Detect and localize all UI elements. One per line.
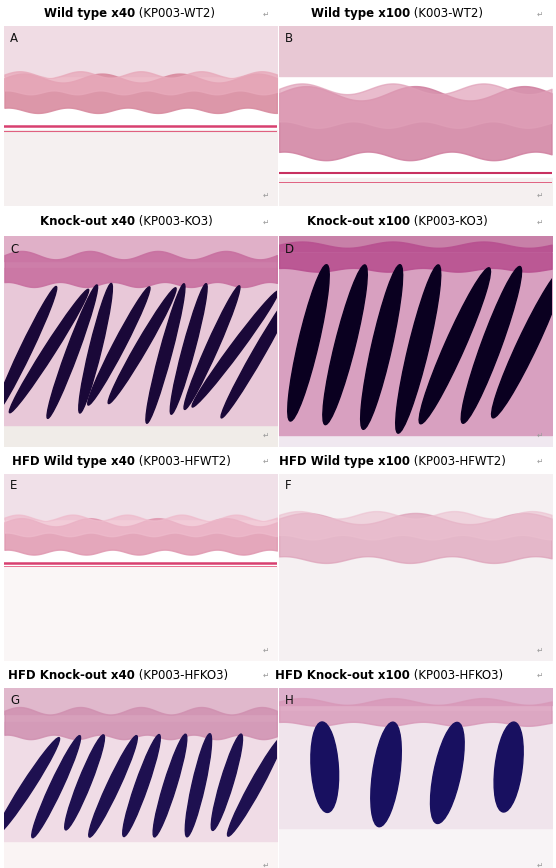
Text: ↵: ↵ xyxy=(262,671,269,681)
Text: ↵: ↵ xyxy=(262,457,269,465)
Text: A: A xyxy=(10,31,18,44)
Ellipse shape xyxy=(430,722,464,824)
Ellipse shape xyxy=(146,284,185,424)
Text: HFD Knock-out x40: HFD Knock-out x40 xyxy=(8,669,135,682)
Ellipse shape xyxy=(108,288,176,404)
Ellipse shape xyxy=(211,734,242,831)
Text: ↵: ↵ xyxy=(537,457,543,465)
Text: (KP003-WT2): (KP003-WT2) xyxy=(135,8,215,21)
Ellipse shape xyxy=(0,286,57,414)
Ellipse shape xyxy=(227,736,283,836)
Ellipse shape xyxy=(9,289,89,413)
Text: B: B xyxy=(285,31,292,44)
Ellipse shape xyxy=(492,268,556,418)
Text: Knock-out x40: Knock-out x40 xyxy=(40,215,135,228)
Text: HFD Wild type x40: HFD Wild type x40 xyxy=(12,455,135,468)
Text: ↵: ↵ xyxy=(537,431,543,439)
Ellipse shape xyxy=(192,291,279,407)
Text: (K003-WT2): (K003-WT2) xyxy=(410,8,483,21)
Ellipse shape xyxy=(79,284,112,413)
Text: (KP003-KO3): (KP003-KO3) xyxy=(135,215,213,228)
Ellipse shape xyxy=(461,266,522,424)
Ellipse shape xyxy=(185,733,212,837)
Text: C: C xyxy=(10,242,18,255)
Text: H: H xyxy=(285,694,294,707)
Text: D: D xyxy=(285,242,294,255)
Text: ↵: ↵ xyxy=(262,860,269,868)
Text: Knock-out x100: Knock-out x100 xyxy=(307,215,410,228)
Ellipse shape xyxy=(419,268,490,424)
Ellipse shape xyxy=(123,734,160,837)
Ellipse shape xyxy=(494,722,523,812)
Text: F: F xyxy=(285,479,291,492)
Text: Wild type x100: Wild type x100 xyxy=(311,8,410,21)
Text: HFD Knock-out x100: HFD Knock-out x100 xyxy=(275,669,410,682)
Ellipse shape xyxy=(287,265,329,421)
Text: (KP003-HFKO3): (KP003-HFKO3) xyxy=(410,669,503,682)
Ellipse shape xyxy=(396,265,441,433)
Ellipse shape xyxy=(32,735,81,838)
Text: ↵: ↵ xyxy=(262,10,269,18)
Text: Wild type x40: Wild type x40 xyxy=(44,8,135,21)
Ellipse shape xyxy=(153,734,187,837)
Text: (KP003-HFWT2): (KP003-HFWT2) xyxy=(135,455,231,468)
Ellipse shape xyxy=(89,735,137,837)
Ellipse shape xyxy=(170,284,207,414)
Text: (KP003-HFWT2): (KP003-HFWT2) xyxy=(410,455,506,468)
Ellipse shape xyxy=(221,288,296,418)
Ellipse shape xyxy=(371,722,401,826)
Text: ↵: ↵ xyxy=(537,191,543,200)
Text: ↵: ↵ xyxy=(262,191,269,200)
Text: ↵: ↵ xyxy=(537,218,543,227)
Text: (KP003-HFKO3): (KP003-HFKO3) xyxy=(135,669,229,682)
Ellipse shape xyxy=(47,285,98,418)
Text: ↵: ↵ xyxy=(537,646,543,654)
Text: ↵: ↵ xyxy=(262,431,269,439)
Text: HFD Wild type x100: HFD Wild type x100 xyxy=(279,455,410,468)
Ellipse shape xyxy=(311,722,339,812)
Ellipse shape xyxy=(323,265,368,424)
Ellipse shape xyxy=(184,286,240,410)
Ellipse shape xyxy=(64,735,105,830)
Text: ↵: ↵ xyxy=(537,671,543,681)
Text: E: E xyxy=(10,479,17,492)
Text: ↵: ↵ xyxy=(537,10,543,18)
Text: ↵: ↵ xyxy=(537,860,543,868)
Ellipse shape xyxy=(88,286,150,405)
Ellipse shape xyxy=(0,738,59,835)
Text: (KP003-KO3): (KP003-KO3) xyxy=(410,215,488,228)
Ellipse shape xyxy=(361,265,403,430)
Text: G: G xyxy=(10,694,19,707)
Text: ↵: ↵ xyxy=(262,218,269,227)
Text: ↵: ↵ xyxy=(262,646,269,654)
